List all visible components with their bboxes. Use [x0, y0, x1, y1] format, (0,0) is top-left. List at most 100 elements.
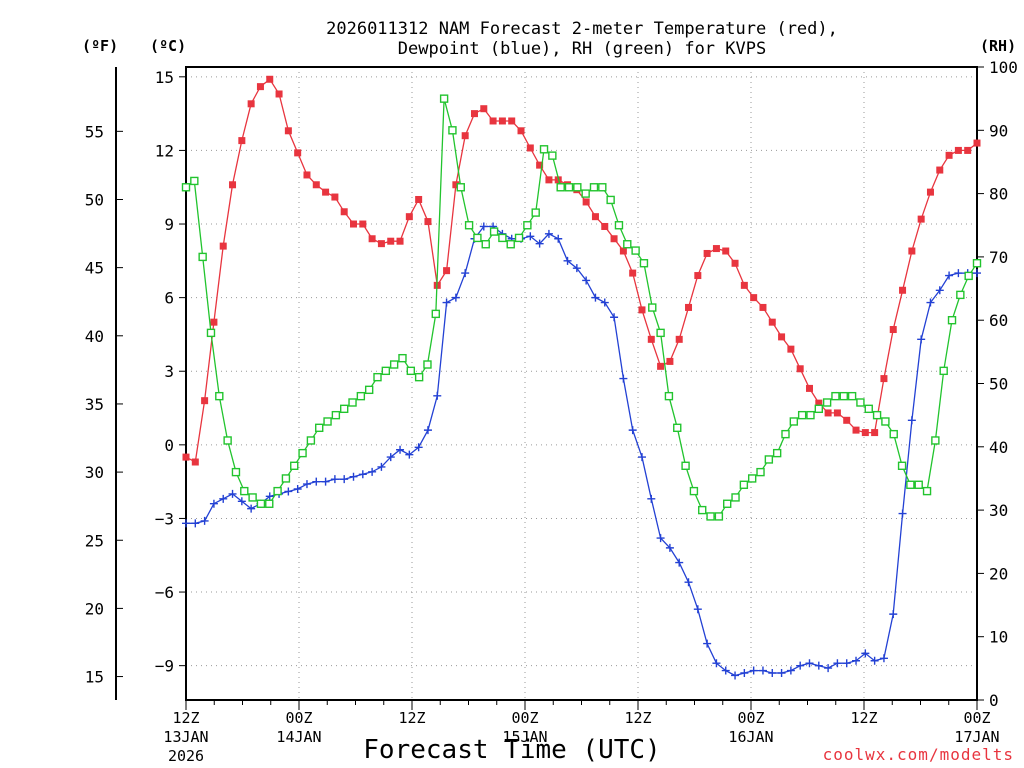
celsius-tick-label: 0: [164, 436, 174, 455]
dewpoint-point: [852, 656, 861, 665]
rh-point: [656, 328, 665, 338]
rh-point: [548, 151, 557, 160]
temperature-point: [778, 333, 786, 341]
rh-tick-label: 30: [989, 501, 1008, 520]
rh-tick-label: 100: [989, 58, 1018, 77]
rh-point: [947, 316, 957, 325]
time-tick-label: 00Z: [511, 709, 538, 727]
rh-point: [723, 499, 732, 508]
dewpoint-point: [693, 605, 702, 614]
celsius-tick-label: −9: [155, 657, 174, 676]
temperature-point: [275, 90, 283, 98]
rh-point: [506, 240, 515, 249]
temperature-point: [424, 218, 432, 226]
rh-point: [747, 474, 757, 483]
fahrenheit-unit-label: (ºF): [82, 37, 118, 55]
rh-point: [356, 391, 366, 401]
temperature-point: [759, 303, 767, 311]
rh-point: [523, 221, 532, 230]
temperature-point: [452, 181, 460, 189]
dewpoint-point: [656, 534, 665, 543]
rh-point: [531, 208, 540, 217]
rh-point: [806, 410, 815, 420]
rh-point: [864, 404, 873, 414]
temperature-point: [396, 237, 404, 245]
time-tick-label: 00Z: [963, 709, 990, 727]
rh-point: [889, 429, 898, 439]
dewpoint-point: [749, 666, 758, 675]
rh-point: [764, 455, 774, 464]
temperature-point: [387, 237, 395, 245]
dewpoint-point: [582, 276, 591, 285]
rh-point: [381, 366, 391, 376]
chart-title-line2: Dewpoint (blue), RH (green) for KVPS: [398, 39, 766, 59]
temperature-point: [936, 166, 944, 174]
temperature-point: [201, 397, 209, 405]
dewpoint-point: [526, 232, 535, 241]
celsius-tick-label: 9: [164, 215, 174, 234]
temperature-point: [666, 357, 674, 365]
rh-point: [431, 309, 440, 319]
rh-tick-label: 40: [989, 438, 1008, 457]
rh-point: [373, 372, 382, 382]
dewpoint-point: [368, 467, 377, 476]
temperature-point: [750, 294, 758, 302]
rh-point: [689, 486, 699, 496]
rh-point: [290, 461, 299, 470]
dewpoint-point: [293, 485, 302, 493]
dewpoint-point: [340, 475, 349, 484]
fahrenheit-tick-label: 35: [85, 395, 104, 414]
plot-frame: [185, 66, 978, 701]
temperature-point: [796, 365, 804, 373]
rh-point: [623, 240, 632, 249]
rh-point: [614, 221, 624, 230]
rh-point: [847, 391, 857, 401]
rh-point: [648, 303, 657, 312]
fahrenheit-tick-label: 30: [85, 463, 104, 482]
rh-point: [265, 499, 274, 508]
temperature-point: [861, 429, 869, 437]
dewpoint-point: [461, 269, 470, 278]
dewpoint-point: [544, 229, 553, 238]
dewpoint-point: [200, 516, 209, 525]
rh-point: [598, 183, 607, 192]
rh-point: [606, 195, 615, 205]
rh-tick-label: 50: [989, 375, 1008, 394]
rh-point: [248, 493, 257, 502]
temperature-point: [954, 146, 962, 154]
rh-point: [756, 467, 765, 477]
time-tick-year: 2026: [168, 747, 204, 765]
dewpoint-point: [721, 666, 730, 675]
dewpoint-point: [591, 293, 600, 302]
rh-point: [439, 94, 449, 103]
dewpoint-point: [433, 391, 442, 400]
temperature-point: [182, 453, 190, 461]
temperature-point: [917, 215, 925, 223]
dewpoint-point: [740, 669, 749, 678]
rh-point: [781, 429, 790, 439]
dewpoint-point: [191, 519, 200, 528]
rh-point: [514, 233, 524, 243]
rh-point: [481, 240, 490, 249]
temperature-point: [247, 100, 255, 108]
rh-tick-label: 20: [989, 564, 1008, 583]
credit-label: coolwx.com/modelts: [823, 745, 1014, 764]
rh-point: [822, 398, 832, 407]
rh-point: [972, 259, 982, 268]
time-tick-label: 12Z: [398, 709, 425, 727]
temperature-point: [657, 362, 665, 370]
rh-point: [348, 398, 357, 407]
temperature-point: [675, 335, 683, 343]
dewpoint-point: [302, 480, 311, 489]
temperature-point: [284, 127, 292, 135]
x-axis-title: Forecast Time (UTC): [363, 735, 660, 765]
celsius-tick-label: 6: [164, 289, 174, 308]
dewpoint-point: [898, 509, 907, 518]
rh-point: [856, 398, 865, 407]
temperature-point: [638, 306, 646, 314]
rh-point: [364, 385, 374, 395]
temperature-point: [787, 345, 795, 353]
fahrenheit-tick-label: 45: [85, 259, 104, 278]
